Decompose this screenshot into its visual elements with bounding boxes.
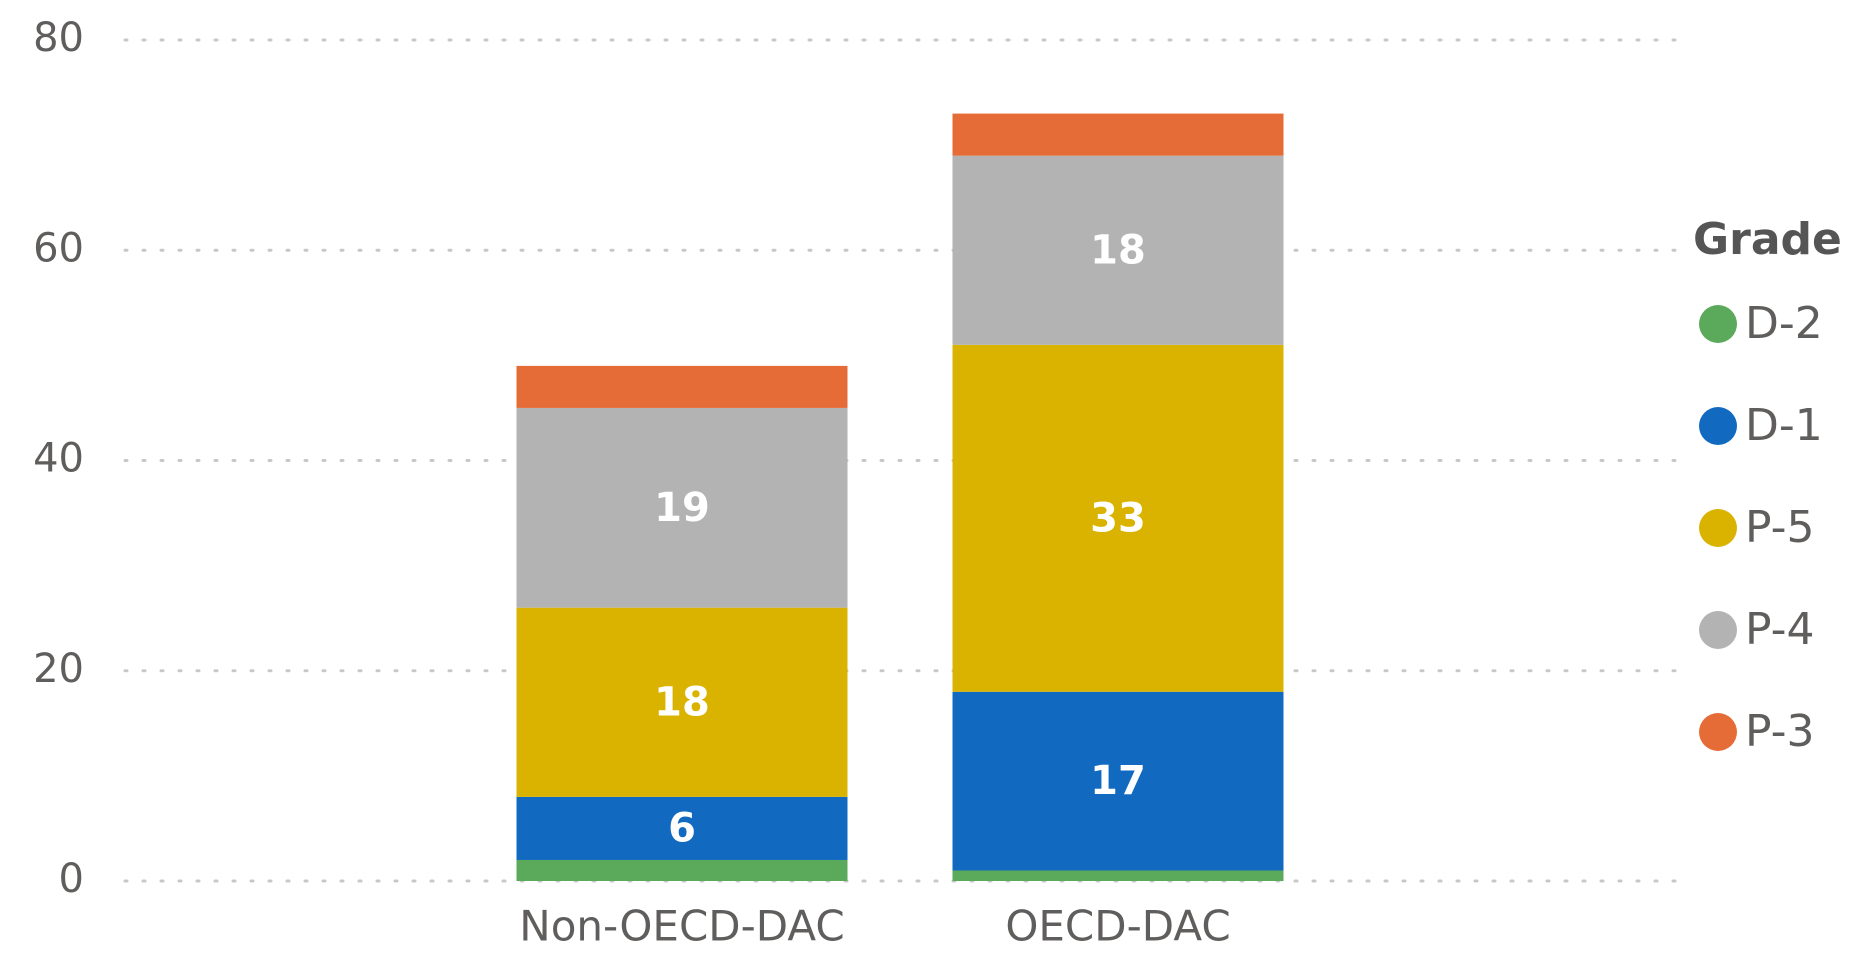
legend-marker — [1699, 509, 1737, 547]
bar-segment — [516, 607, 848, 797]
x-tick-label: Non-OECD-DAC — [519, 902, 844, 951]
legend-marker — [1699, 305, 1737, 343]
bar-segment — [952, 691, 1284, 871]
legend-label: P-5 — [1745, 502, 1814, 553]
legend-label: P-3 — [1745, 706, 1814, 757]
bar-segment — [952, 155, 1284, 345]
bar-segment — [516, 859, 848, 881]
legend-label: D-1 — [1745, 400, 1823, 451]
bar-segment — [952, 870, 1284, 881]
legend-marker — [1699, 407, 1737, 445]
data-label: 17 — [1090, 758, 1146, 804]
legend-label: P-4 — [1745, 604, 1814, 655]
data-label: 18 — [1090, 227, 1146, 273]
bar-segment — [516, 407, 848, 608]
bar-segment — [516, 365, 848, 408]
y-tick-label: 20 — [33, 646, 84, 692]
x-tick-label: OECD-DAC — [1005, 902, 1230, 951]
y-tick-label: 40 — [33, 436, 84, 482]
y-tick-label: 60 — [33, 225, 84, 271]
bar-segment — [516, 796, 848, 860]
bar-segment — [952, 113, 1284, 156]
legend-label: D-2 — [1745, 298, 1823, 349]
data-label: 19 — [654, 485, 710, 531]
data-label: 6 — [668, 805, 696, 851]
legend-title: Grade — [1693, 214, 1842, 265]
legend-marker — [1699, 611, 1737, 649]
data-label: 33 — [1090, 495, 1146, 541]
bar-segment — [952, 344, 1284, 692]
y-tick-label: 0 — [59, 856, 84, 902]
y-tick-label: 80 — [33, 15, 84, 61]
data-label: 18 — [654, 679, 710, 725]
legend-marker — [1699, 713, 1737, 751]
